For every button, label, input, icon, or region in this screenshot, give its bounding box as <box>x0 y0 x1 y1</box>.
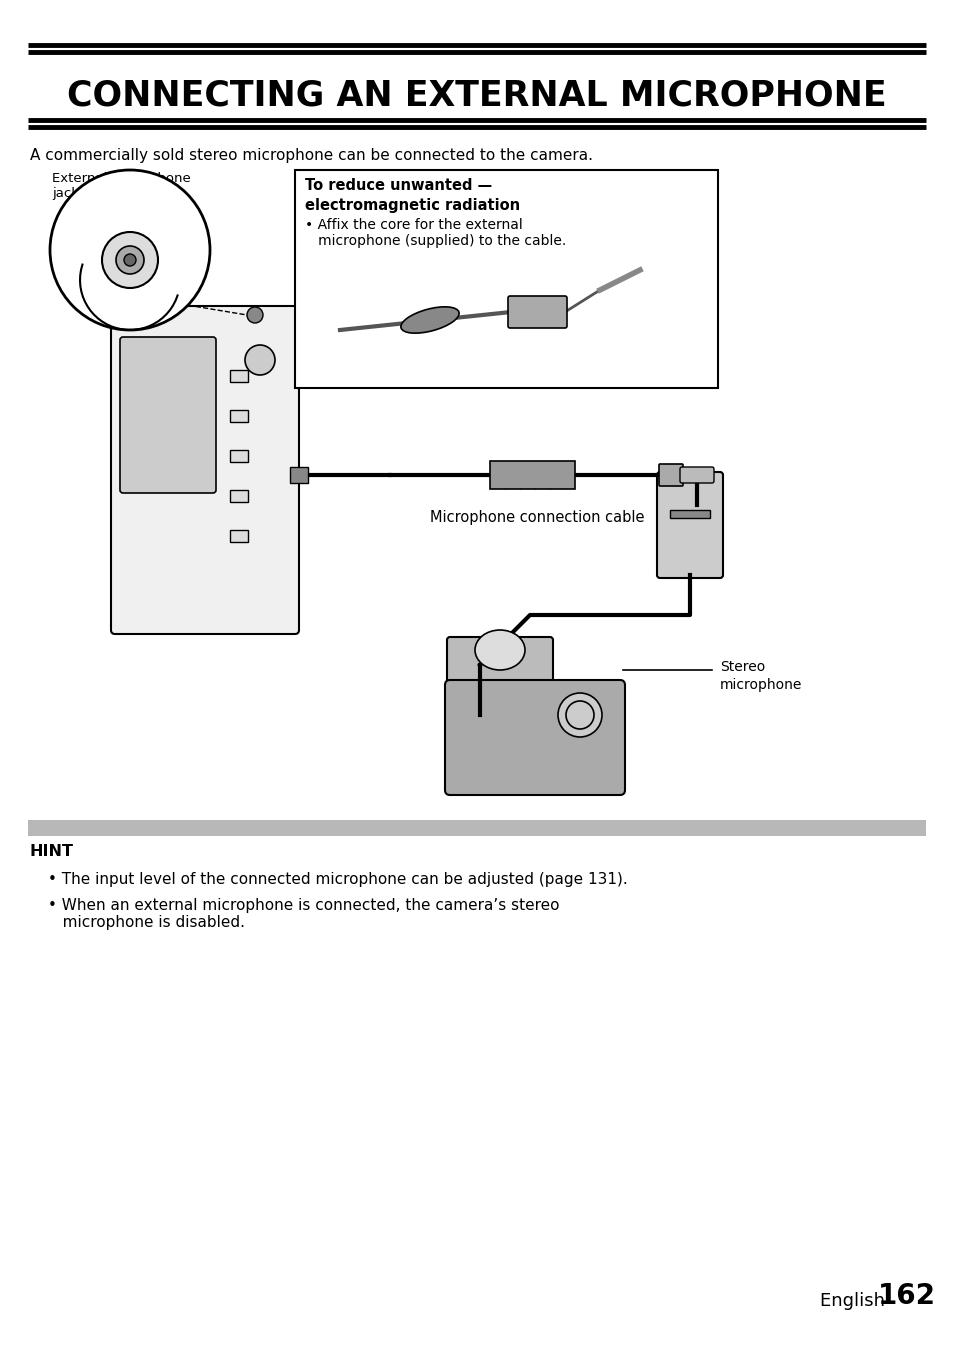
Text: A commercially sold stereo microphone can be connected to the camera.: A commercially sold stereo microphone ca… <box>30 148 593 163</box>
Circle shape <box>116 246 144 274</box>
FancyBboxPatch shape <box>111 307 298 633</box>
Bar <box>230 530 248 542</box>
FancyBboxPatch shape <box>447 638 553 689</box>
Circle shape <box>50 169 210 330</box>
Circle shape <box>565 701 594 729</box>
Circle shape <box>245 346 274 375</box>
Text: CONNECTING AN EXTERNAL MICROPHONE: CONNECTING AN EXTERNAL MICROPHONE <box>67 78 886 112</box>
FancyBboxPatch shape <box>659 464 682 486</box>
Text: • Affix the core for the external
   microphone (supplied) to the cable.: • Affix the core for the external microp… <box>305 218 566 249</box>
FancyBboxPatch shape <box>444 681 624 795</box>
Circle shape <box>102 231 158 288</box>
Text: To reduce unwanted —: To reduce unwanted — <box>305 178 492 192</box>
Bar <box>230 490 248 502</box>
Ellipse shape <box>400 307 458 334</box>
Bar <box>230 410 248 422</box>
Circle shape <box>558 693 601 737</box>
Text: External microphone
jack [MIC]: External microphone jack [MIC] <box>52 172 191 200</box>
Text: HINT: HINT <box>30 845 74 859</box>
Text: • The input level of the connected microphone can be adjusted (page 131).: • The input level of the connected micro… <box>48 872 627 886</box>
Text: 162: 162 <box>877 1282 935 1310</box>
Bar <box>290 467 308 483</box>
Circle shape <box>124 254 136 266</box>
FancyBboxPatch shape <box>679 467 713 483</box>
Bar <box>230 451 248 461</box>
FancyBboxPatch shape <box>507 296 566 328</box>
Text: electromagnetic radiation: electromagnetic radiation <box>305 198 519 213</box>
Bar <box>230 370 248 382</box>
Text: Stereo: Stereo <box>720 660 764 674</box>
Bar <box>669 510 709 518</box>
FancyBboxPatch shape <box>120 338 215 494</box>
Bar <box>294 169 718 387</box>
Circle shape <box>247 307 263 323</box>
Text: Microphone connection cable: Microphone connection cable <box>430 510 644 525</box>
Text: microphone: microphone <box>720 678 801 691</box>
Ellipse shape <box>475 629 524 670</box>
FancyBboxPatch shape <box>657 472 722 578</box>
Text: English: English <box>820 1293 890 1310</box>
Text: • When an external microphone is connected, the camera’s stereo
   microphone is: • When an external microphone is connect… <box>48 898 558 931</box>
Bar <box>490 461 575 490</box>
Bar <box>28 820 925 837</box>
